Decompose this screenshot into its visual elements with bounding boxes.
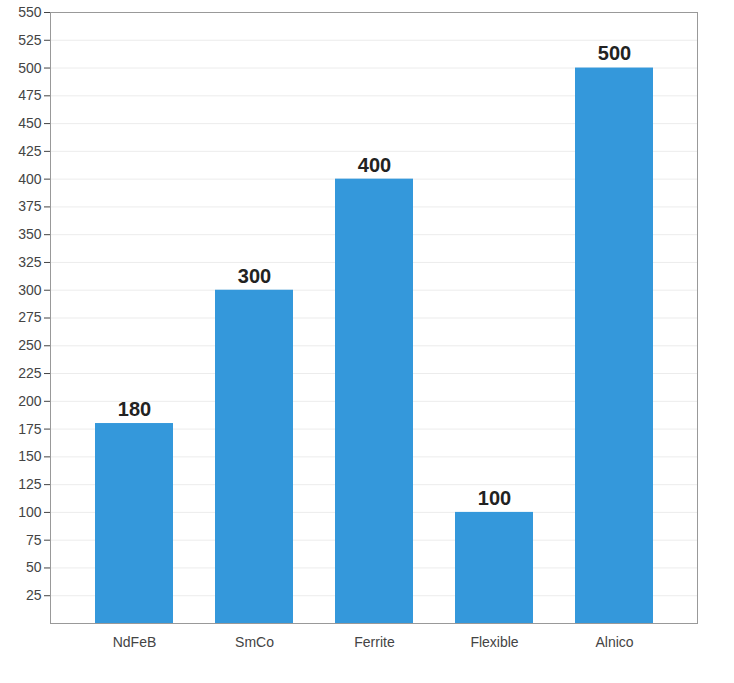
- svg-text:150: 150: [18, 448, 42, 464]
- svg-text:180: 180: [118, 398, 151, 420]
- svg-text:100: 100: [18, 504, 42, 520]
- svg-text:475: 475: [18, 87, 42, 103]
- svg-text:300: 300: [238, 265, 271, 287]
- svg-text:25: 25: [26, 587, 42, 603]
- svg-text:200: 200: [18, 393, 42, 409]
- svg-text:500: 500: [18, 60, 42, 76]
- svg-text:50: 50: [26, 559, 42, 575]
- svg-text:275: 275: [18, 309, 42, 325]
- svg-text:100: 100: [478, 487, 511, 509]
- svg-text:250: 250: [18, 337, 42, 353]
- svg-text:75: 75: [26, 532, 42, 548]
- svg-text:500: 500: [598, 42, 631, 64]
- svg-text:375: 375: [18, 198, 42, 214]
- svg-text:525: 525: [18, 32, 42, 48]
- svg-text:450: 450: [18, 115, 42, 131]
- svg-text:550: 550: [18, 4, 42, 20]
- svg-text:Flexible: Flexible: [470, 634, 518, 650]
- svg-text:350: 350: [18, 226, 42, 242]
- svg-text:Ferrite: Ferrite: [354, 634, 395, 650]
- svg-text:125: 125: [18, 476, 42, 492]
- svg-text:400: 400: [18, 171, 42, 187]
- svg-text:225: 225: [18, 365, 42, 381]
- svg-text:175: 175: [18, 421, 42, 437]
- svg-text:NdFeB: NdFeB: [113, 634, 157, 650]
- svg-text:SmCo: SmCo: [235, 634, 274, 650]
- svg-text:Alnico: Alnico: [595, 634, 633, 650]
- svg-text:300: 300: [18, 282, 42, 298]
- svg-text:400: 400: [358, 154, 391, 176]
- svg-text:425: 425: [18, 143, 42, 159]
- svg-text:325: 325: [18, 254, 42, 270]
